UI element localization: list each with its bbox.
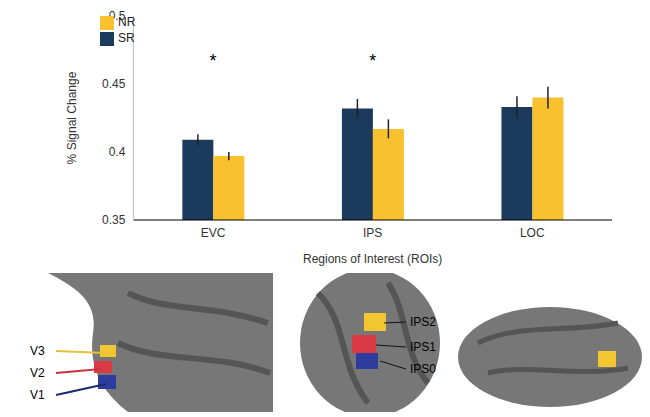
svg-text:IPS: IPS <box>363 226 382 240</box>
svg-text:Regions of Interest (ROIs): Regions of Interest (ROIs) <box>303 252 442 266</box>
svg-text:IPS0: IPS0 <box>410 362 436 376</box>
svg-text:V2: V2 <box>30 366 45 380</box>
svg-text:V3: V3 <box>30 344 45 358</box>
svg-text:EVC: EVC <box>201 226 226 240</box>
svg-text:*: * <box>210 51 217 71</box>
svg-text:*: * <box>369 51 376 71</box>
svg-text:% Signal Change: % Signal Change <box>65 71 79 164</box>
html-text:SR: SR <box>118 31 135 45</box>
svg-text:0.35: 0.35 <box>102 213 126 227</box>
svg-text:0.5: 0.5 <box>109 9 126 23</box>
svg-text:IPS1: IPS1 <box>410 340 436 354</box>
svg-text:LOC: LOC <box>520 226 545 240</box>
svg-text:0.45: 0.45 <box>102 77 126 91</box>
html-text:NR: NR <box>118 15 136 29</box>
svg-text:V1: V1 <box>30 388 45 402</box>
svg-text:IPS2: IPS2 <box>410 315 436 329</box>
svg-text:0.4: 0.4 <box>109 145 126 159</box>
